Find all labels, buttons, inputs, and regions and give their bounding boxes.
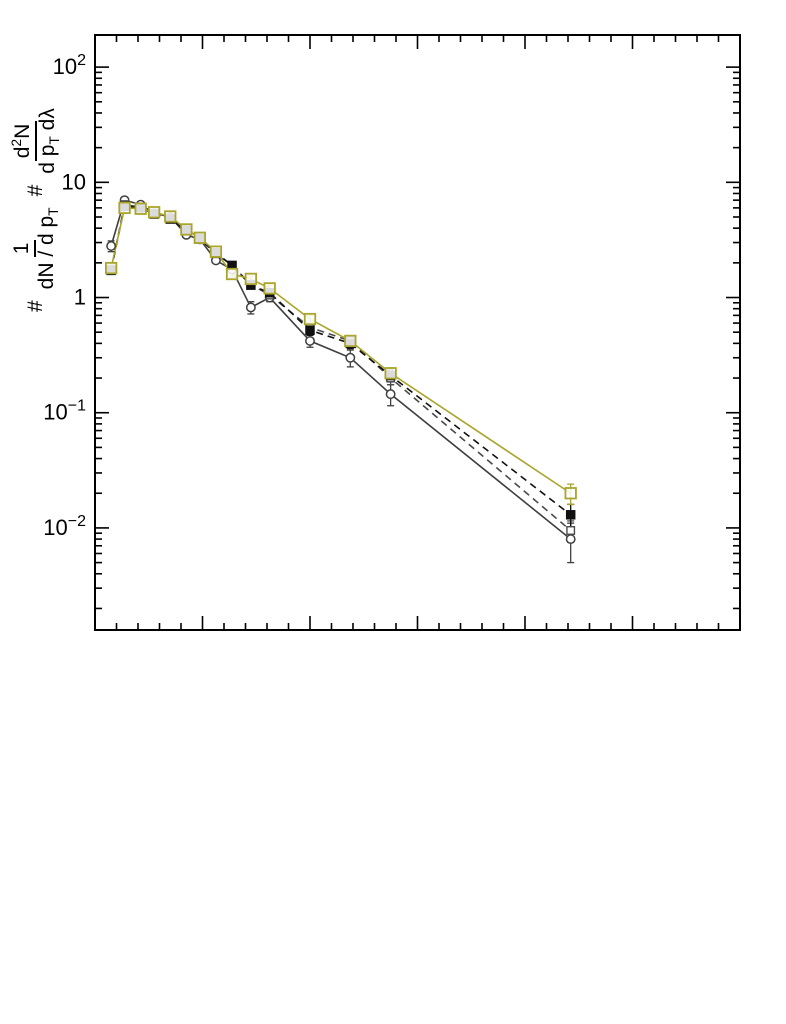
series-line-open-squares — [110, 203, 572, 532]
series-line-open-circles — [110, 199, 572, 540]
marker-open-circle — [345, 352, 356, 363]
marker-open-square-large — [209, 245, 223, 258]
marker-open-circle — [565, 534, 576, 545]
marker-open-square-large — [564, 487, 577, 500]
series-line-filled-squares — [110, 205, 572, 516]
y-axis-title-fraction-2: d2N d pT dλ — [9, 106, 63, 176]
fraction-1-denominator: dN / d pT — [34, 207, 61, 290]
marker-open-square-large — [303, 312, 317, 326]
y-tick-label: 10−1 — [43, 398, 86, 425]
y-axis-title-fraction-1: 1 dN / d pT — [10, 205, 62, 291]
fraction-2-denominator: d pT dλ — [35, 108, 62, 174]
marker-open-square-large — [263, 282, 276, 295]
series-line-olive-open-squares — [110, 207, 572, 494]
y-tick-label: 10−2 — [43, 513, 86, 540]
y-tick-label: 10 — [62, 169, 86, 194]
y-tick-label: 102 — [53, 52, 86, 79]
marker-open-square-large — [384, 367, 397, 380]
marker-open-square-large — [193, 231, 206, 244]
y-axis-title: # 1 dN / d pT # d2N d pT dλ — [9, 106, 63, 312]
marker-filled-square — [305, 325, 315, 335]
marker-open-circle — [106, 241, 117, 251]
marker-open-square-large — [118, 201, 131, 215]
marker-open-square-large — [104, 261, 118, 275]
fraction-2-numerator: d2N — [9, 120, 37, 162]
marker-filled-square — [565, 510, 576, 520]
plot-frame — [94, 34, 741, 631]
marker-open-circle — [305, 335, 315, 346]
marker-open-square — [566, 526, 576, 535]
marker-open-square-large — [225, 267, 239, 281]
marker-open-square-large — [134, 202, 147, 215]
marker-open-circle — [385, 389, 396, 400]
fraction-1-numerator: 1 — [10, 239, 36, 258]
marker-open-square-large — [344, 334, 357, 348]
marker-open-square-large — [147, 206, 161, 219]
marker-open-circle — [245, 302, 256, 313]
y-axis-title-hash-2: # — [24, 184, 48, 197]
marker-open-square-large — [244, 272, 258, 286]
y-axis-title-hash-1: # — [24, 300, 48, 312]
marker-open-square-large — [164, 210, 177, 223]
y-tick-label: 1 — [74, 285, 86, 310]
marker-open-square-large — [180, 223, 193, 236]
